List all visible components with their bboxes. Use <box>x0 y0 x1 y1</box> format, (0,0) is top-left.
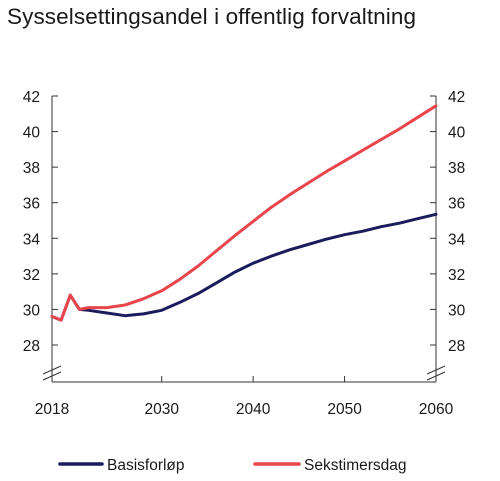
x-tick-label: 2030 <box>144 401 179 418</box>
x-tick-label: 2018 <box>35 401 69 418</box>
y-tick-label-right: 36 <box>448 196 465 213</box>
y-tick-label-left: 38 <box>23 160 40 177</box>
y-tick-label-right: 38 <box>448 160 465 177</box>
y-tick-label-right: 30 <box>448 302 466 319</box>
series-line-basisforlop <box>50 212 438 322</box>
legend: Basisforløp Sekstimersdag <box>58 457 407 474</box>
y-tick-label-left: 32 <box>23 267 40 284</box>
y-tick-label-left: 36 <box>23 196 40 213</box>
y-tick-label-right: 28 <box>448 338 465 355</box>
x-tick-label: 2060 <box>419 401 454 418</box>
y-tick-label-left: 28 <box>23 338 40 355</box>
y-tick-label-right: 40 <box>448 125 466 142</box>
series-lines <box>50 104 438 322</box>
y-tick-label-left: 42 <box>23 89 40 106</box>
legend-label-0: Basisforløp <box>107 457 185 474</box>
axes: 28 28 30 30 32 32 34 34 36 36 38 38 40 40 42 42 2018 2030… <box>23 89 466 418</box>
x-tick-label: 2040 <box>236 401 271 418</box>
y-tick-label-left: 34 <box>23 231 41 248</box>
y-tick-label-right: 32 <box>448 267 465 284</box>
axis-break-left <box>42 365 62 375</box>
x-tick-label: 2050 <box>327 401 362 418</box>
legend-label-1: Sekstimersdag <box>304 457 407 474</box>
axis-break-right <box>426 365 446 375</box>
y-tick-label-left: 40 <box>23 125 41 142</box>
chart-title: Sysselsettingsandel i offentlig forvaltn… <box>7 4 417 29</box>
series-line-sekstimersdag <box>50 104 438 322</box>
y-tick-label-right: 42 <box>448 89 465 106</box>
y-tick-label-right: 34 <box>448 231 466 248</box>
y-tick-label-left: 30 <box>23 302 41 319</box>
